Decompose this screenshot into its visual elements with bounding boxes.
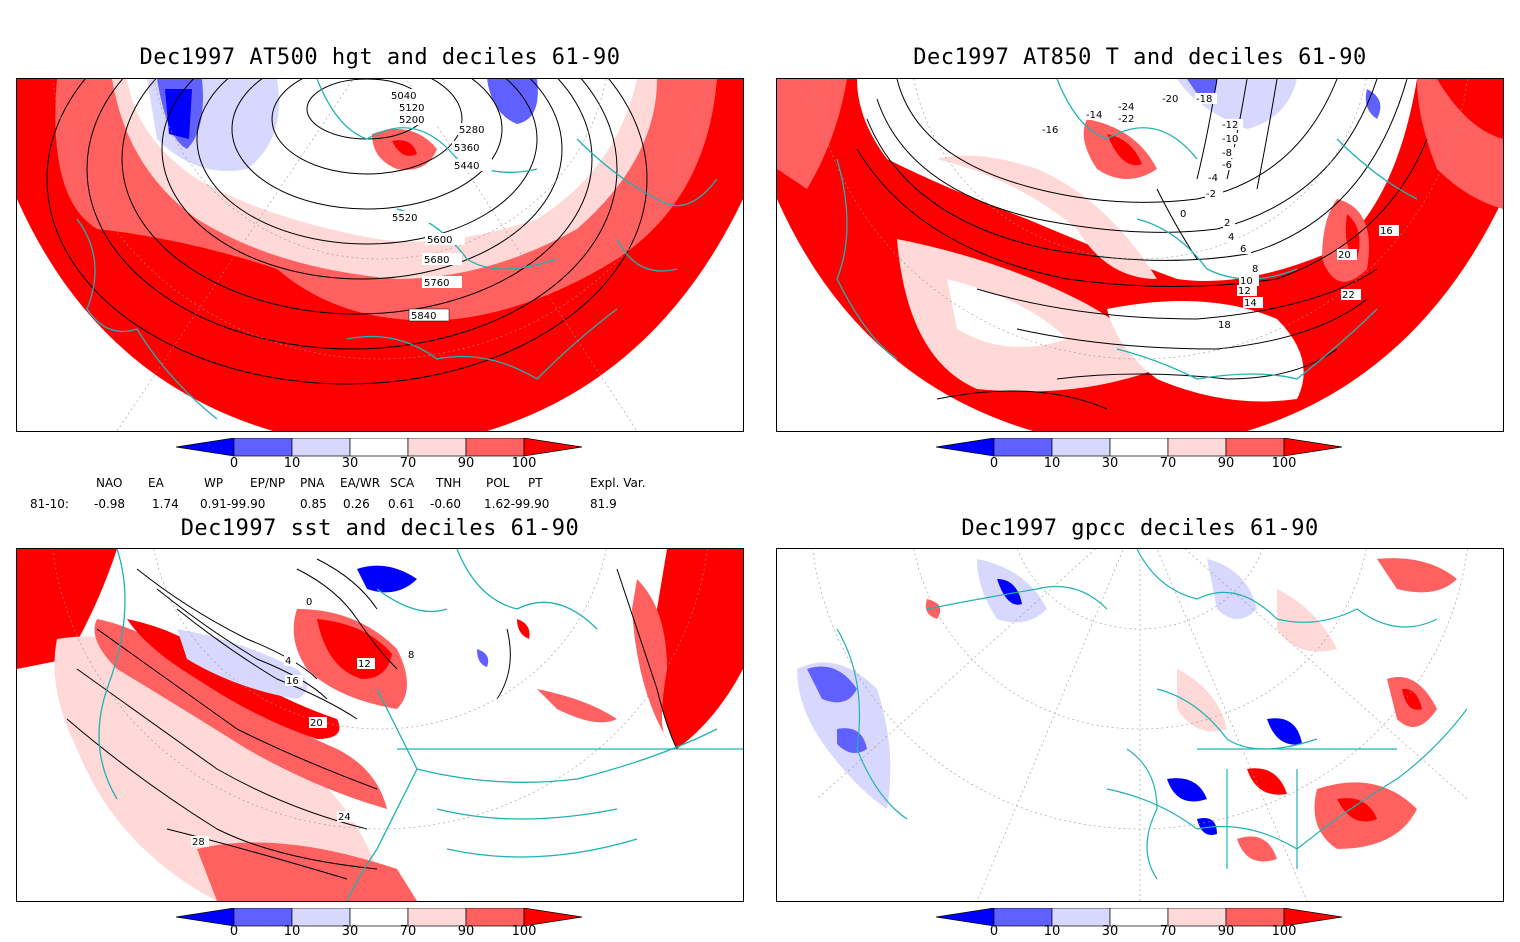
contour-labels-hgt500: 5040 5120 5200 5280 5360 5440 5520 5600 … (389, 89, 497, 322)
svg-text:-24: -24 (1118, 102, 1134, 113)
map-t850: -24 -22 -20 -18 -16 -14 -12 -10 -8 -6 -4… (776, 78, 1504, 432)
svg-text:-12: -12 (1222, 120, 1238, 131)
svg-text:4: 4 (285, 656, 291, 667)
panel-title-gpcc: Dec1997 gpcc deciles 61-90 (961, 516, 1319, 541)
index-value-pna: 0.85 (300, 497, 327, 511)
svg-text:2: 2 (1224, 218, 1230, 229)
colorbar-gpcc-labels: 0 10 30 70 90 100 (989, 924, 1297, 939)
map-sst: 0 4 8 12 16 20 24 28 (16, 548, 744, 902)
colorbar-hgt500-labels: 0 10 30 70 90 100 (229, 456, 537, 471)
colorbar-gpcc (936, 908, 1343, 927)
index-value-explvar: 81.9 (590, 497, 617, 511)
svg-text:-4: -4 (1208, 173, 1218, 184)
svg-text:5440: 5440 (454, 161, 479, 172)
map-gpcc (776, 548, 1504, 902)
svg-text:10: 10 (1240, 276, 1253, 287)
index-header-epnp: EP/NP (250, 476, 286, 490)
colorbar-t850 (936, 438, 1343, 457)
index-header-pol: POL (486, 476, 510, 490)
index-value-tnh: -0.60 (430, 497, 462, 511)
svg-text:5360: 5360 (454, 143, 479, 154)
svg-text:14: 14 (1244, 298, 1257, 309)
index-header-tnh: TNH (436, 476, 462, 490)
svg-text:12: 12 (358, 659, 371, 670)
svg-text:8: 8 (1252, 264, 1258, 275)
index-header-ea: EA (148, 476, 164, 490)
index-header-pna: PNA (300, 476, 325, 490)
index-row-label: 81-10: (30, 497, 69, 511)
svg-text:28: 28 (192, 837, 205, 848)
svg-text:-20: -20 (1162, 94, 1178, 105)
svg-text:-2: -2 (1206, 189, 1216, 200)
svg-text:6: 6 (1240, 244, 1246, 255)
svg-text:-10: -10 (1222, 134, 1238, 145)
colorbar-hgt500 (176, 438, 583, 457)
svg-text:16: 16 (1380, 226, 1393, 237)
svg-text:24: 24 (338, 812, 351, 823)
index-header-explvar: Expl. Var. (590, 476, 646, 490)
svg-text:-16: -16 (1042, 125, 1058, 136)
panel-title-sst: Dec1997 sst and deciles 61-90 (180, 516, 580, 541)
panel-title-t850: Dec1997 AT850 T and deciles 61-90 (913, 45, 1367, 70)
svg-text:5840: 5840 (411, 311, 436, 322)
index-header-wp: WP (204, 476, 224, 490)
svg-text:5600: 5600 (427, 235, 452, 246)
index-value-nao: -0.98 (94, 497, 126, 511)
svg-text:-22: -22 (1118, 114, 1134, 125)
svg-text:-14: -14 (1086, 110, 1102, 121)
svg-text:20: 20 (310, 718, 323, 729)
svg-text:0: 0 (1180, 209, 1186, 220)
index-value-ea: 1.74 (152, 497, 179, 511)
svg-text:5680: 5680 (424, 255, 449, 266)
svg-text:5200: 5200 (399, 115, 424, 126)
colorbar-sst-labels: 0 10 30 70 90 100 (229, 924, 537, 939)
index-header-eawr: EA/WR (340, 476, 381, 490)
svg-text:5120: 5120 (399, 103, 424, 114)
index-value-eawr: 0.26 (343, 497, 370, 511)
colorbar-t850-labels: 0 10 30 70 90 100 (989, 456, 1297, 471)
svg-text:5760: 5760 (424, 278, 449, 289)
svg-text:-6: -6 (1222, 160, 1232, 171)
svg-text:20: 20 (1338, 250, 1351, 261)
svg-text:12: 12 (1238, 286, 1251, 297)
index-value-wp-epnp: 0.91-99.90 (200, 497, 266, 511)
panel-title-hgt500: Dec1997 AT500 hgt and deciles 61-90 (139, 45, 621, 70)
svg-text:-8: -8 (1222, 148, 1232, 159)
index-header-nao: NAO (96, 476, 123, 490)
svg-text:16: 16 (286, 676, 299, 687)
svg-text:-18: -18 (1196, 94, 1212, 105)
colorbar-sst (176, 908, 583, 927)
svg-text:18: 18 (1218, 320, 1231, 331)
svg-text:5280: 5280 (459, 125, 484, 136)
contour-labels-sst: 0 4 8 12 16 20 24 28 (191, 596, 419, 848)
svg-text:22: 22 (1342, 290, 1355, 301)
index-header-pt: PT (528, 476, 543, 490)
map-hgt500: 5040 5120 5200 5280 5360 5440 5520 5600 … (16, 78, 744, 432)
index-value-sca: 0.61 (388, 497, 415, 511)
svg-text:5520: 5520 (392, 213, 417, 224)
svg-text:5040: 5040 (391, 91, 416, 102)
svg-text:0: 0 (306, 597, 312, 608)
svg-text:4: 4 (1228, 232, 1234, 243)
contour-labels-t850: -24 -22 -20 -18 -16 -14 -12 -10 -8 -6 -4… (1041, 93, 1399, 331)
svg-text:8: 8 (408, 650, 414, 661)
index-header-sca: SCA (390, 476, 415, 490)
index-value-pol-pt: 1.62-99.90 (484, 497, 550, 511)
